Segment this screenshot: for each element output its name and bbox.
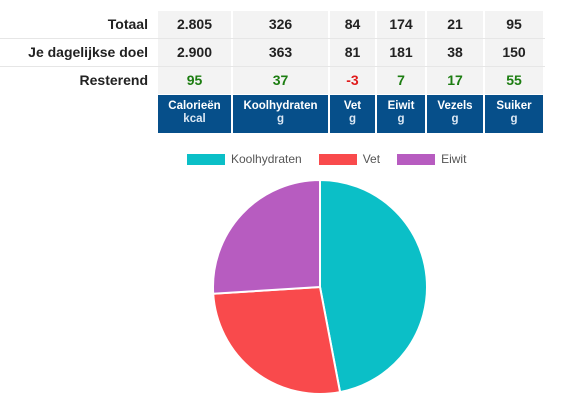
doel-suiker: 150: [483, 39, 543, 66]
column-unit: g: [276, 113, 285, 125]
pie-slice-eiwit[interactable]: [212, 178, 321, 295]
column-header-vet: Vet g: [328, 95, 375, 133]
resterend-suiker: 55: [483, 67, 543, 94]
column-unit: g: [510, 113, 518, 125]
resterend-eiwit: 7: [375, 67, 425, 94]
legend-label: Koolhydraten: [231, 152, 302, 166]
column-name: Vezels: [437, 100, 473, 112]
column-header-vezels: Vezels g: [425, 95, 483, 133]
row-totaal: Totaal 2.805 326 84 174 21 95: [0, 11, 545, 39]
totaal-vet: 84: [328, 11, 375, 38]
legend-item-eiwit[interactable]: Eiwit: [397, 152, 466, 166]
resterend-vezels: 17: [425, 67, 483, 94]
resterend-calories: 95: [158, 67, 231, 94]
column-name: Calorieën: [168, 100, 221, 112]
doel-vet: 81: [328, 39, 375, 66]
column-name: Suiker: [496, 100, 532, 112]
legend-item-vet[interactable]: Vet: [318, 152, 381, 166]
legend-item-koolhydraten[interactable]: Koolhydraten: [187, 152, 302, 166]
doel-vezels: 38: [425, 39, 483, 66]
legend-label: Eiwit: [441, 152, 467, 166]
pie-slice-koolhydraten[interactable]: [319, 178, 428, 394]
column-header-row: Calorieën kcal Koolhydraten g Vet g Eiwi…: [0, 95, 545, 133]
row-label-totaal: Totaal: [107, 16, 148, 32]
column-header-koolhydraten: Koolhydraten g: [231, 95, 328, 133]
legend-swatch: [318, 153, 357, 165]
legend-label: Vet: [362, 152, 381, 166]
column-header-eiwit: Eiwit g: [375, 95, 425, 133]
column-header-suiker: Suiker g: [483, 95, 543, 133]
column-name: Koolhydraten: [243, 100, 318, 112]
column-name: Eiwit: [387, 100, 415, 112]
totaal-calories: 2.805: [158, 11, 231, 38]
column-unit: g: [397, 113, 405, 125]
totaal-suiker: 95: [483, 11, 543, 38]
pie-slice-vet[interactable]: [212, 285, 342, 395]
nutrition-summary-table: Totaal 2.805 326 84 174 21 95 Je dagelij…: [0, 11, 545, 133]
totaal-koolhydraten: 326: [231, 11, 328, 38]
resterend-koolhydraten: 37: [231, 67, 328, 94]
legend-swatch: [397, 153, 436, 165]
doel-calories: 2.900: [158, 39, 231, 66]
column-unit: g: [348, 113, 357, 125]
resterend-vet: -3: [328, 67, 375, 94]
legend-swatch: [187, 153, 225, 165]
column-unit: kcal: [183, 113, 206, 125]
chart-legend: Koolhydraten Vet Eiwit: [187, 152, 466, 166]
totaal-vezels: 21: [425, 11, 483, 38]
row-dagelijkse-doel: Je dagelijkse doel 2.900 363 81 181 38 1…: [0, 39, 545, 67]
totaal-eiwit: 174: [375, 11, 425, 38]
doel-koolhydraten: 363: [231, 39, 328, 66]
column-header-calories: Calorieën kcal: [158, 95, 231, 133]
row-label-dagelijkse-doel: Je dagelijkse doel: [28, 44, 148, 60]
column-unit: g: [451, 113, 459, 125]
row-resterend: Resterend 95 37 -3 7 17 55: [0, 67, 545, 94]
column-name: Vet: [343, 100, 362, 112]
doel-eiwit: 181: [375, 39, 425, 66]
row-label-resterend: Resterend: [79, 72, 148, 88]
